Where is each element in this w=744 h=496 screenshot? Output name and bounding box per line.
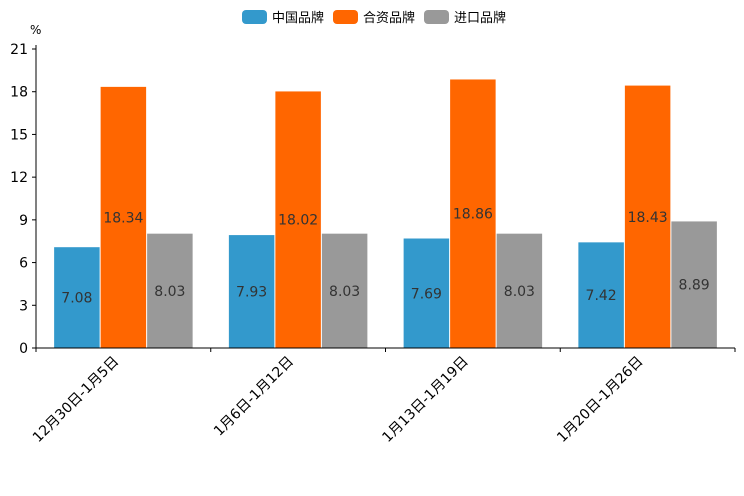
legend-label: 中国品牌 bbox=[272, 10, 324, 26]
legend: 中国品牌 合资品牌 进口品牌 bbox=[242, 10, 506, 26]
bar-value-label: 18.02 bbox=[278, 213, 318, 229]
bar bbox=[54, 247, 100, 348]
bar-value-label: 7.42 bbox=[586, 288, 617, 304]
y-tick-label: 12 bbox=[10, 170, 28, 186]
bar-value-label: 18.86 bbox=[453, 207, 493, 223]
bar bbox=[228, 235, 275, 348]
y-tick-label: 21 bbox=[10, 42, 28, 58]
legend-item[interactable]: 中国品牌 bbox=[242, 10, 324, 26]
bar bbox=[147, 233, 193, 348]
bar-value-label: 18.43 bbox=[628, 210, 668, 226]
legend-swatch bbox=[333, 10, 358, 24]
bar-value-label: 18.34 bbox=[103, 210, 143, 226]
legend-item[interactable]: 合资品牌 bbox=[333, 10, 415, 26]
bars-group: 7.08 18.34 8.03 7.93 18.02 8.03 7.69 18.86 8.03 7… bbox=[54, 79, 717, 349]
bar-value-label: 8.03 bbox=[504, 284, 535, 300]
y-tick-label: 18 bbox=[10, 85, 28, 101]
bar bbox=[578, 242, 624, 348]
y-axis: 0 3 6 9 12 15 18 21 bbox=[10, 42, 37, 357]
bar-value-label: 8.03 bbox=[329, 284, 360, 300]
legend-item[interactable]: 进口品牌 bbox=[424, 10, 506, 26]
y-tick-label: 0 bbox=[19, 341, 28, 357]
bar bbox=[100, 86, 147, 348]
bar-value-label: 7.69 bbox=[411, 286, 442, 302]
y-tick-label: 15 bbox=[10, 127, 28, 143]
bar bbox=[450, 79, 496, 349]
bar-value-label: 7.93 bbox=[236, 285, 267, 301]
bar bbox=[624, 85, 671, 348]
bar bbox=[321, 233, 368, 348]
bar-value-label: 7.08 bbox=[61, 291, 92, 307]
x-category-label: 1月6日-1月12日 bbox=[211, 354, 297, 440]
x-axis: 12月30日-1月5日 1月6日-1月12日 1月13日-1月19日 1月20日-1月… bbox=[30, 347, 736, 446]
y-tick-label: 9 bbox=[19, 213, 28, 229]
bar bbox=[671, 221, 717, 348]
y-axis-unit-label: % bbox=[30, 23, 41, 37]
bar bbox=[275, 91, 321, 348]
x-category-label: 12月30日-1月5日 bbox=[30, 354, 122, 446]
legend-swatch bbox=[242, 10, 267, 24]
legend-label: 合资品牌 bbox=[363, 10, 415, 26]
legend-label: 进口品牌 bbox=[454, 10, 506, 26]
y-tick-label: 3 bbox=[19, 298, 28, 314]
legend-swatch bbox=[424, 10, 449, 24]
bar-value-label: 8.03 bbox=[154, 284, 185, 300]
x-category-label: 1月20日-1月26日 bbox=[554, 354, 646, 446]
bar-value-label: 8.89 bbox=[679, 278, 710, 294]
y-tick-label: 6 bbox=[19, 256, 28, 272]
bar bbox=[403, 238, 450, 348]
x-category-label: 1月13日-1月19日 bbox=[379, 354, 471, 446]
bar bbox=[496, 233, 543, 348]
